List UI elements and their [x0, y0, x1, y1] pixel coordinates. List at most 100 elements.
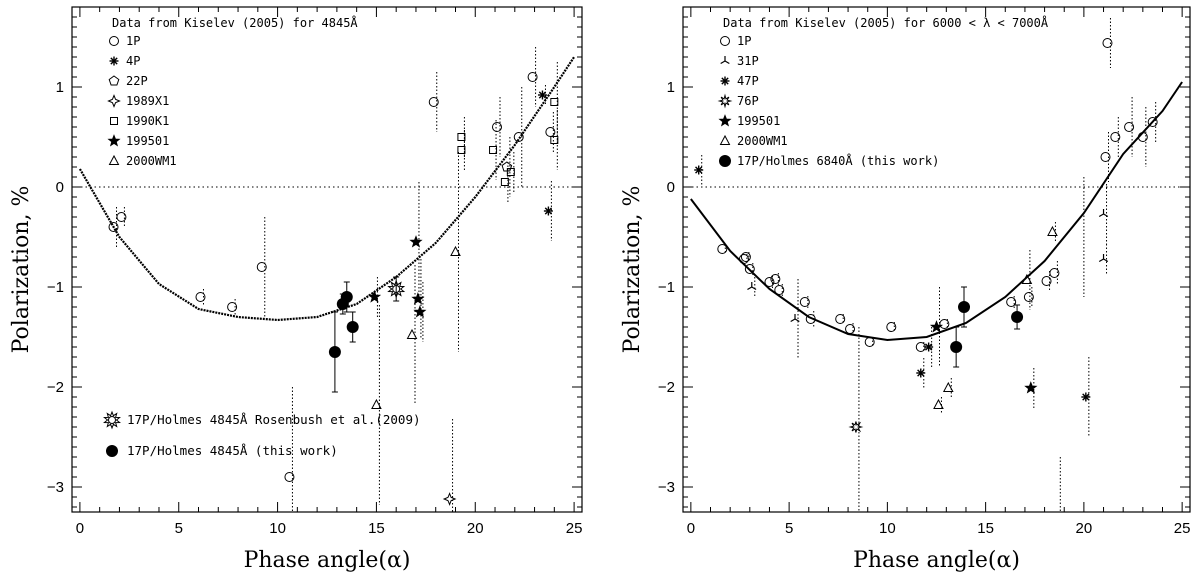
legend-label: 17P/Holmes 4845Å Rosenbush et al.(2009)	[127, 412, 421, 427]
data-point	[916, 368, 926, 378]
legend-title: Data from Kiselev (2005) for 6000 < λ < …	[723, 15, 1049, 30]
data-point-core	[392, 285, 401, 293]
legend-marker-stroke	[724, 60, 730, 65]
data-point-stroke	[917, 369, 925, 377]
series-76P	[848, 327, 864, 512]
x-tick-label: 0	[687, 520, 695, 537]
data-point	[747, 282, 757, 291]
plot-frame	[682, 6, 1191, 513]
series-2000WM1	[371, 152, 461, 505]
legend-marker	[109, 36, 119, 46]
legend-marker	[109, 56, 119, 66]
data-point-stroke	[790, 318, 796, 323]
fit-curve	[78, 56, 576, 322]
x-tick-label: 15	[977, 520, 994, 537]
data-point	[864, 337, 875, 347]
data-point	[805, 314, 816, 324]
y-tick-label: −2	[47, 379, 64, 396]
y-tick-label: −3	[658, 479, 675, 496]
x-tick-label: 5	[785, 520, 793, 537]
series-199501	[367, 182, 427, 342]
series-2000WM1	[933, 222, 1058, 413]
legend-marker	[106, 445, 118, 457]
legend-marker	[718, 114, 732, 127]
data-point	[1137, 132, 1148, 142]
legend-marker-stroke	[110, 57, 118, 65]
data-point	[328, 346, 341, 358]
x-tick-label: 20	[1076, 520, 1093, 537]
legend-marker	[717, 93, 733, 109]
legend-label: 17P/Holmes 4845Å (this work)	[127, 443, 338, 458]
data-point	[950, 341, 963, 353]
data-point-stroke	[538, 91, 547, 99]
data-point	[717, 244, 728, 254]
legend-marker	[108, 154, 120, 165]
y-tick-label: −3	[47, 479, 64, 496]
data-point	[537, 90, 547, 100]
series-199501	[929, 287, 1038, 408]
data-point-stroke	[1098, 258, 1104, 263]
legend-marker-stroke	[720, 60, 726, 65]
legend-title: Data from Kiselev (2005) for 4845Å	[112, 15, 358, 30]
data-point-stroke	[1082, 393, 1090, 401]
data-point	[116, 212, 127, 222]
y-tick-label: 1	[56, 79, 64, 96]
legend-marker	[110, 117, 118, 125]
y-tick-label: −1	[47, 279, 64, 296]
data-point	[1024, 381, 1038, 394]
legend-label: 1P	[126, 34, 140, 48]
data-point-stroke	[1103, 213, 1109, 218]
series-22P	[501, 137, 513, 197]
data-point	[513, 132, 524, 142]
data-point	[764, 277, 775, 287]
x-tick-label: 25	[1174, 520, 1191, 537]
data-point	[1110, 132, 1121, 142]
x-axis-label: Phase angle(α)	[244, 548, 411, 573]
legend-label: 1989X1	[126, 94, 169, 108]
data-point	[835, 314, 846, 324]
legend-marker-stroke	[721, 77, 729, 85]
y-tick-label: 0	[667, 179, 675, 196]
data-point-stroke	[794, 318, 800, 323]
data-point	[428, 97, 439, 107]
data-point	[740, 252, 751, 262]
data-point	[413, 305, 427, 318]
data-point	[1047, 225, 1058, 236]
data-point	[933, 398, 944, 409]
data-point	[929, 320, 944, 333]
data-point	[942, 381, 954, 392]
data-point-stroke	[1098, 213, 1104, 218]
x-tick-label: 15	[368, 520, 385, 537]
data-point	[958, 301, 971, 313]
legend-label: 1P	[737, 34, 751, 48]
data-point	[1124, 122, 1135, 132]
data-point	[527, 72, 538, 82]
data-point	[195, 292, 206, 302]
data-point	[457, 146, 466, 154]
x-tick-label: 5	[175, 520, 183, 537]
data-point	[411, 292, 425, 305]
data-point	[924, 342, 934, 352]
data-point	[406, 328, 418, 339]
series-1990K1	[457, 62, 559, 202]
legend-marker	[107, 94, 121, 108]
x-tick-label: 10	[879, 520, 896, 537]
series-47P	[694, 155, 1091, 437]
legend-label: 31P	[737, 54, 759, 68]
legend-marker-core	[108, 416, 116, 424]
legend-label: 1990K1	[126, 114, 169, 128]
data-point	[845, 324, 856, 334]
legend-marker	[720, 36, 730, 46]
series-17P/Holmes 4845Å Rosenbush et al.(2009)	[387, 276, 406, 302]
data-point	[886, 322, 897, 332]
data-point	[450, 245, 461, 256]
legend-label: 47P	[737, 74, 759, 88]
data-point-stroke	[751, 286, 757, 291]
data-point	[256, 262, 267, 272]
series-1989X1	[442, 419, 457, 512]
legend-label: 199501	[126, 134, 169, 148]
series-17P/Holmes 6840Å (this work)	[950, 286, 1024, 368]
data-point	[1023, 292, 1034, 302]
data-point-stroke	[544, 207, 553, 215]
data-point	[790, 314, 800, 323]
